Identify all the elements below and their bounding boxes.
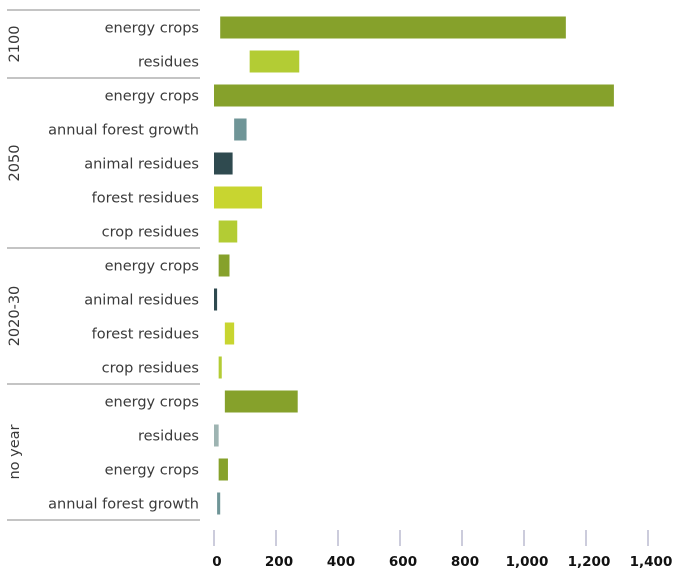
category-label: crop residues	[102, 225, 199, 241]
group-label-2100: 2100	[7, 26, 23, 63]
category-row-no-year-annual-forest-growth: annual forest growth	[48, 492, 221, 515]
x-tick-label: 0	[212, 554, 221, 570]
category-label: animal residues	[84, 157, 199, 173]
category-row-2100-residues: residues	[138, 50, 300, 73]
category-row-2050-crop-residues: crop residues	[102, 220, 238, 243]
bar-2020-30-crop-residues	[218, 356, 222, 379]
bar-no-year-energy-crops	[218, 458, 228, 481]
category-row-no-year-energy-crops: energy crops	[105, 390, 298, 413]
category-label: forest residues	[92, 327, 199, 343]
bar-2020-30-animal-residues	[214, 288, 218, 311]
category-label: forest residues	[92, 191, 199, 207]
category-label: energy crops	[105, 463, 199, 479]
x-axis: 0 200 400 600 800 1,000 1,200 1,400	[212, 530, 672, 570]
x-tick-label: 1,400	[630, 554, 673, 570]
x-tick-label: 1,000	[506, 554, 549, 570]
bar-2050-annual-forest-growth	[234, 118, 247, 141]
x-tick-label: 200	[265, 554, 293, 570]
category-row-2050-forest-residues: forest residues	[92, 186, 263, 209]
category-label: residues	[138, 429, 199, 445]
category-row-2020-30-crop-residues: crop residues	[102, 356, 222, 379]
bar-2020-30-energy-crops	[218, 254, 230, 277]
bar-2050-energy-crops	[214, 84, 614, 107]
category-label: energy crops	[105, 21, 199, 37]
category-row-2050-animal-residues: animal residues	[84, 152, 233, 175]
category-label: residues	[138, 55, 199, 71]
category-label: energy crops	[105, 395, 199, 411]
bar-no-year-energy-crops	[224, 390, 298, 413]
category-label: crop residues	[102, 361, 199, 377]
category-label: annual forest growth	[48, 123, 199, 139]
bar-2050-crop-residues	[218, 220, 238, 243]
chart-groups: 2100 2050 2020-30 no year	[7, 9, 200, 521]
chart-rows: energy crops residues energy crops annual f…	[48, 16, 614, 515]
bar-2050-animal-residues	[214, 152, 233, 175]
category-label: energy crops	[105, 259, 199, 275]
bar-no-year-annual-forest-growth	[217, 492, 221, 515]
category-row-2020-30-forest-residues: forest residues	[92, 322, 235, 345]
category-label: annual forest growth	[48, 497, 199, 513]
bar-2100-energy-crops	[220, 16, 566, 39]
category-row-2020-30-animal-residues: animal residues	[84, 288, 218, 311]
category-row-2050-annual-forest-growth: annual forest growth	[48, 118, 247, 141]
bar-2100-residues	[249, 50, 300, 73]
x-tick-label: 800	[451, 554, 479, 570]
group-label-2020-30: 2020-30	[7, 286, 23, 347]
category-row-2050-energy-crops: energy crops	[105, 84, 614, 107]
category-label: animal residues	[84, 293, 199, 309]
bar-no-year-residues	[214, 424, 219, 447]
x-tick-label: 1,200	[568, 554, 611, 570]
bar-2020-30-forest-residues	[224, 322, 235, 345]
category-row-no-year-energy-crops: energy crops	[105, 458, 228, 481]
group-label-no-year: no year	[7, 424, 23, 479]
x-tick-label: 600	[389, 554, 417, 570]
group-label-2050: 2050	[7, 145, 23, 182]
category-label: energy crops	[105, 89, 199, 105]
category-row-2020-30-energy-crops: energy crops	[105, 254, 230, 277]
category-row-2100-energy-crops: energy crops	[105, 16, 566, 39]
bar-2050-forest-residues	[214, 186, 263, 209]
category-row-no-year-residues: residues	[138, 424, 219, 447]
x-tick-label: 400	[327, 554, 355, 570]
